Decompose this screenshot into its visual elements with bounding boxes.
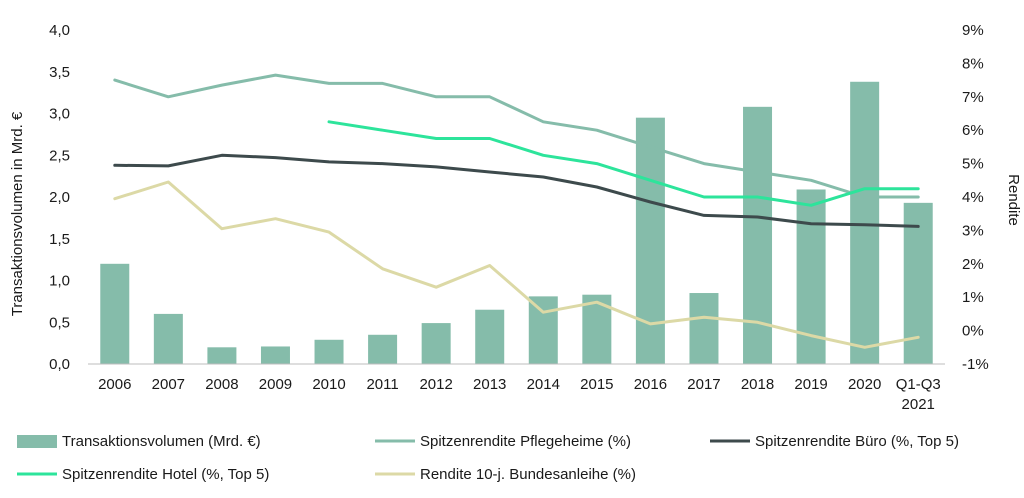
legend-label: Transaktionsvolumen (Mrd. €) (62, 433, 261, 450)
y-axis-title-right: Rendite (1005, 174, 1022, 226)
legend-label: Spitzenrendite Hotel (%, Top 5) (62, 466, 269, 483)
x-tick-label: 2020 (848, 376, 881, 393)
x-tick-label: 2014 (527, 376, 560, 393)
bar (368, 334, 398, 364)
x-tick-label: 2017 (687, 376, 720, 393)
x-tick-label: 2008 (205, 376, 238, 393)
x-tick-label: 2021 (902, 396, 935, 413)
y-tick-left: 3,0 (49, 106, 70, 123)
y-tick-left: 1,0 (49, 273, 70, 290)
y-tick-right: 7% (962, 89, 984, 106)
bar (314, 339, 344, 364)
x-tick-label: 2016 (634, 376, 667, 393)
x-tick-label: 2006 (98, 376, 131, 393)
series-line (113, 153, 920, 228)
legend: Transaktionsvolumen (Mrd. €) Spitzenrendi… (17, 433, 959, 483)
y-tick-left: 3,5 (49, 64, 70, 81)
y-tick-left: 1,5 (49, 231, 70, 248)
legend-swatch (17, 435, 57, 448)
series-line (113, 73, 920, 199)
y-tick-left: 0,0 (49, 356, 70, 373)
bar (207, 347, 237, 364)
y-tick-right: 5% (962, 156, 984, 173)
bar (850, 81, 880, 365)
y-tick-right: 2% (962, 256, 984, 273)
bar (100, 263, 130, 364)
y-tick-right: 8% (962, 55, 984, 72)
y-tick-right: 9% (962, 22, 984, 39)
x-ticks: 2006 2007 2008 2009 2010 2011 2012 2013 2014 2015… (98, 376, 941, 413)
y-tick-right: 1% (962, 289, 984, 306)
x-tick-label: 2019 (794, 376, 827, 393)
legend-label: Spitzenrendite Pflegeheime (%) (420, 433, 631, 450)
bar (260, 346, 290, 364)
y-tick-right: -1% (962, 356, 989, 373)
x-tick-label: 2011 (366, 376, 398, 393)
bar (689, 293, 719, 364)
bar (153, 313, 183, 364)
y-tick-left: 4,0 (49, 22, 70, 39)
y-axis-title-left: Transaktionsvolumen in Mrd. € (9, 111, 26, 316)
series-line (113, 180, 920, 349)
legend-label: Rendite 10-j. Bundesanleihe (%) (420, 466, 636, 483)
y-tick-right: 6% (962, 122, 984, 139)
x-tick-label: 2009 (259, 376, 292, 393)
bar (421, 323, 451, 364)
x-tick-label: 2012 (419, 376, 452, 393)
x-tick-label: 2007 (152, 376, 185, 393)
x-tick-label: 2015 (580, 376, 613, 393)
x-tick-label: 2010 (312, 376, 345, 393)
y-tick-left: 0,5 (49, 314, 70, 331)
x-tick-label: 2018 (741, 376, 774, 393)
right-y-ticks: -1% 0% 1% 2% 3% 4% 5% 6% 7% 8% 9% (962, 22, 989, 373)
y-tick-right: 3% (962, 222, 984, 239)
legend-label: Spitzenrendite Büro (%, Top 5) (755, 433, 959, 450)
x-tick-label: Q1-Q3 (896, 376, 941, 393)
bar (475, 309, 505, 364)
y-tick-left: 2,0 (49, 189, 70, 206)
bar (528, 296, 558, 364)
x-tick-label: 2013 (473, 376, 506, 393)
lines-layer (113, 73, 920, 349)
y-tick-right: 0% (962, 323, 984, 340)
y-tick-right: 4% (962, 189, 984, 206)
left-y-ticks: 0,0 0,5 1,0 1,5 2,0 2,5 3,0 3,5 4,0 (49, 22, 70, 373)
bar (635, 117, 665, 364)
y-tick-left: 2,5 (49, 147, 70, 164)
series-line (327, 120, 920, 207)
